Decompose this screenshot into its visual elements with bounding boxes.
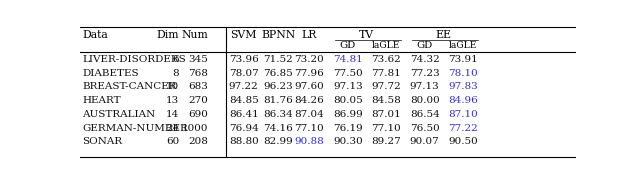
Text: 97.60: 97.60 xyxy=(294,82,324,92)
Text: 90.07: 90.07 xyxy=(410,137,440,147)
Text: 78.07: 78.07 xyxy=(229,69,259,78)
Text: 208: 208 xyxy=(188,137,208,147)
Text: AUSTRALIAN: AUSTRALIAN xyxy=(83,110,156,119)
Text: DIABETES: DIABETES xyxy=(83,69,139,78)
Text: 74.32: 74.32 xyxy=(410,55,440,64)
Text: 87.04: 87.04 xyxy=(294,110,324,119)
Text: GD: GD xyxy=(340,41,356,50)
Text: 10: 10 xyxy=(166,82,179,92)
Text: laGLE: laGLE xyxy=(372,41,400,50)
Text: 270: 270 xyxy=(188,96,208,105)
Text: 86.34: 86.34 xyxy=(264,110,293,119)
Text: 8: 8 xyxy=(173,69,179,78)
Text: SONAR: SONAR xyxy=(83,137,123,147)
Text: 86.54: 86.54 xyxy=(410,110,440,119)
Text: 76.85: 76.85 xyxy=(264,69,293,78)
Text: 78.10: 78.10 xyxy=(448,69,478,78)
Text: 768: 768 xyxy=(188,69,208,78)
Text: GERMAN-NUMBER: GERMAN-NUMBER xyxy=(83,124,188,133)
Text: 84.85: 84.85 xyxy=(229,96,259,105)
Text: 89.27: 89.27 xyxy=(371,137,401,147)
Text: 345: 345 xyxy=(188,55,208,64)
Text: 97.72: 97.72 xyxy=(371,82,401,92)
Text: 77.50: 77.50 xyxy=(333,69,363,78)
Text: HEART: HEART xyxy=(83,96,121,105)
Text: Dim: Dim xyxy=(157,30,179,40)
Text: 76.94: 76.94 xyxy=(229,124,259,133)
Text: 84.96: 84.96 xyxy=(448,96,478,105)
Text: 24: 24 xyxy=(166,124,179,133)
Text: 97.13: 97.13 xyxy=(333,82,363,92)
Text: 76.19: 76.19 xyxy=(333,124,363,133)
Text: EE: EE xyxy=(436,30,452,40)
Text: 90.30: 90.30 xyxy=(333,137,363,147)
Text: 73.20: 73.20 xyxy=(294,55,324,64)
Text: 77.10: 77.10 xyxy=(294,124,324,133)
Text: 71.52: 71.52 xyxy=(264,55,293,64)
Text: 73.91: 73.91 xyxy=(448,55,478,64)
Text: 88.80: 88.80 xyxy=(229,137,259,147)
Text: 77.81: 77.81 xyxy=(371,69,401,78)
Text: 82.99: 82.99 xyxy=(264,137,293,147)
Text: 1000: 1000 xyxy=(182,124,208,133)
Text: 73.96: 73.96 xyxy=(229,55,259,64)
Text: GD: GD xyxy=(417,41,433,50)
Text: laGLE: laGLE xyxy=(449,41,477,50)
Text: BREAST-CANCER: BREAST-CANCER xyxy=(83,82,177,92)
Text: Num: Num xyxy=(181,30,208,40)
Text: 77.23: 77.23 xyxy=(410,69,440,78)
Text: 86.99: 86.99 xyxy=(333,110,363,119)
Text: 73.62: 73.62 xyxy=(371,55,401,64)
Text: 81.76: 81.76 xyxy=(264,96,293,105)
Text: 90.88: 90.88 xyxy=(294,137,324,147)
Text: SVM: SVM xyxy=(230,30,257,40)
Text: Data: Data xyxy=(83,30,108,40)
Text: 77.96: 77.96 xyxy=(294,69,324,78)
Text: 84.26: 84.26 xyxy=(294,96,324,105)
Text: 80.00: 80.00 xyxy=(410,96,440,105)
Text: 87.01: 87.01 xyxy=(371,110,401,119)
Text: 87.10: 87.10 xyxy=(448,110,478,119)
Text: 90.50: 90.50 xyxy=(448,137,478,147)
Text: 77.10: 77.10 xyxy=(371,124,401,133)
Text: 74.81: 74.81 xyxy=(333,55,363,64)
Text: 74.16: 74.16 xyxy=(264,124,293,133)
Text: 96.23: 96.23 xyxy=(264,82,293,92)
Text: TV: TV xyxy=(360,30,374,40)
Text: 683: 683 xyxy=(188,82,208,92)
Text: BPNN: BPNN xyxy=(261,30,296,40)
Text: 97.22: 97.22 xyxy=(229,82,259,92)
Text: 6: 6 xyxy=(173,55,179,64)
Text: 14: 14 xyxy=(166,110,179,119)
Text: LIVER-DISORDERS: LIVER-DISORDERS xyxy=(83,55,186,64)
Text: 84.58: 84.58 xyxy=(371,96,401,105)
Text: 13: 13 xyxy=(166,96,179,105)
Text: 97.13: 97.13 xyxy=(410,82,440,92)
Text: 76.50: 76.50 xyxy=(410,124,440,133)
Text: 60: 60 xyxy=(166,137,179,147)
Text: LR: LR xyxy=(301,30,317,40)
Text: 97.83: 97.83 xyxy=(448,82,478,92)
Text: 77.22: 77.22 xyxy=(448,124,478,133)
Text: 86.41: 86.41 xyxy=(229,110,259,119)
Text: 80.05: 80.05 xyxy=(333,96,363,105)
Text: 690: 690 xyxy=(188,110,208,119)
